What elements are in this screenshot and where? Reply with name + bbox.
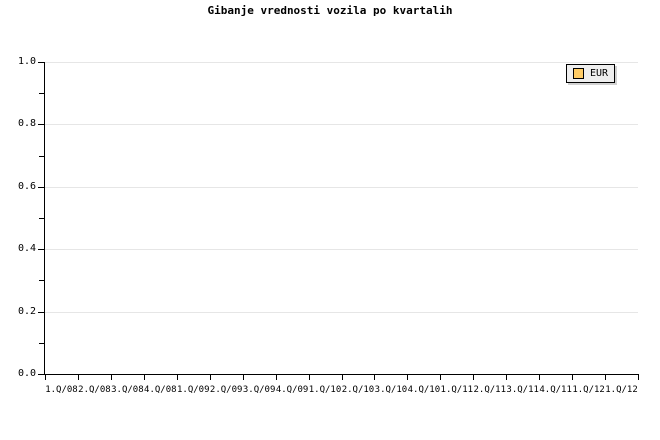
y-axis-tick-minor: [39, 342, 44, 344]
x-axis-tick: [243, 375, 244, 380]
x-axis-label: 4.Q/10: [407, 385, 441, 395]
x-axis-label: 3.Q/09: [242, 385, 276, 395]
x-axis-label: 1.Q/12: [572, 385, 605, 395]
x-axis-tick: [605, 375, 606, 380]
y-axis-tick-minor: [39, 280, 44, 282]
x-axis-tick: [440, 375, 441, 380]
x-axis-tick: [309, 375, 310, 380]
x-axis-label: 1.Q/08: [45, 385, 78, 395]
x-axis-label: 3.Q/10: [374, 385, 408, 395]
x-axis-tick: [473, 375, 474, 380]
y-axis-tick-major: [38, 311, 44, 313]
gridline: [45, 62, 638, 63]
x-axis-tick: [407, 375, 408, 380]
plot-area: [45, 62, 638, 374]
y-axis-tick-minor: [39, 218, 44, 219]
y-axis-label: 1.0: [17, 56, 36, 67]
y-axis-label: 0.0: [17, 368, 36, 379]
y-axis-label: 0.2: [17, 305, 36, 317]
y-axis-tick-major: [38, 249, 44, 251]
y-axis-label: 0.6: [17, 180, 36, 192]
x-axis-label: 4.Q/09: [275, 385, 309, 395]
x-axis-tick: [210, 375, 211, 380]
x-axis-tick: [342, 375, 343, 380]
chart-title: Gibanje vrednosti vozila po kvartalih: [207, 4, 453, 17]
x-axis-line: [44, 374, 639, 375]
x-axis-label: 3.Q/11: [506, 385, 539, 395]
x-axis-tick: [177, 375, 178, 380]
y-axis-tick-major: [38, 186, 44, 188]
gridline: [45, 124, 638, 126]
y-axis-tick-major: [38, 62, 44, 63]
plot-background: [45, 62, 638, 374]
legend-color-swatch-eur: [573, 68, 584, 79]
x-axis-tick: [45, 375, 46, 380]
x-axis-tick: [374, 375, 375, 380]
x-axis-label: 1.Q/09: [176, 385, 210, 395]
x-axis-label: 2.Q/09: [209, 385, 243, 395]
y-axis-line: [44, 62, 45, 375]
gridline: [45, 249, 638, 251]
y-axis-tick-major: [38, 124, 44, 126]
x-axis-label: 2.Q/11: [473, 385, 507, 395]
x-axis-label: 3.Q/08: [111, 385, 144, 395]
y-axis-label: 0.4: [17, 243, 36, 255]
x-axis-tick: [144, 375, 145, 380]
y-axis-tick-minor: [39, 93, 44, 95]
x-axis-tick: [111, 375, 112, 380]
y-axis-tick-minor: [39, 155, 44, 157]
y-axis-tick-major: [38, 374, 44, 375]
x-axis-label: 2.Q/08: [78, 385, 111, 395]
gridline: [45, 186, 638, 188]
x-axis-tick: [539, 375, 540, 380]
x-axis-label: 4.Q/08: [144, 385, 177, 395]
x-axis-tick: [506, 375, 507, 380]
x-axis-tick: [78, 375, 79, 380]
x-axis-label: 2.Q/10: [341, 385, 375, 395]
y-axis-label: 0.8: [17, 118, 36, 130]
x-axis-tick: [638, 375, 639, 380]
x-axis-label: 1.Q/10: [308, 385, 342, 395]
chart-legend[interactable]: EUR: [566, 64, 616, 83]
x-axis-label: 1.Q/11: [440, 385, 474, 395]
gridline: [45, 311, 638, 313]
x-axis-tick: [572, 375, 573, 380]
x-axis-label: 1.Q/12: [605, 385, 638, 395]
legend-label-eur: EUR: [590, 68, 609, 79]
x-axis-tick: [276, 375, 277, 380]
x-axis-label: 4.Q/11: [539, 385, 572, 395]
